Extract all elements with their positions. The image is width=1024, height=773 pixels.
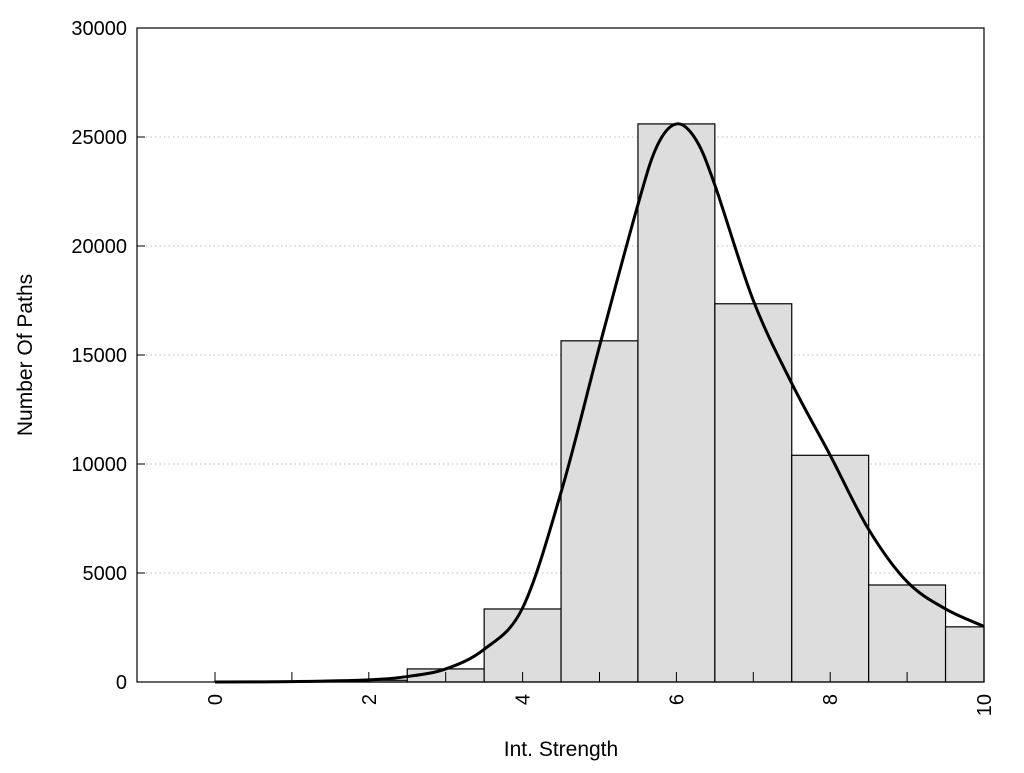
- histogram-bar: [561, 341, 638, 682]
- y-axis-ticks: 0 5000 10000 15000 20000 25000 30000: [71, 18, 145, 694]
- histogram-bar: [869, 585, 946, 682]
- y-tick-label: 15000: [71, 345, 127, 367]
- y-tick-label: 5000: [83, 563, 128, 585]
- histogram-bar: [484, 609, 561, 682]
- x-tick-label: 4: [513, 694, 535, 705]
- y-tick-label: 0: [116, 672, 127, 694]
- x-tick-label: 6: [666, 694, 688, 705]
- y-tick-label: 25000: [71, 127, 127, 149]
- histogram-bar: [946, 627, 984, 682]
- x-tick-label: 0: [205, 694, 227, 705]
- bars: [215, 124, 984, 682]
- x-axis-label: Int. Strength: [504, 738, 618, 761]
- y-tick-label: 30000: [71, 18, 127, 40]
- x-tick-label: 2: [359, 694, 381, 705]
- y-tick-label: 20000: [71, 236, 127, 258]
- y-axis-label: Number Of Paths: [14, 274, 37, 436]
- histogram-bar: [638, 124, 715, 682]
- x-tick-label: 8: [820, 694, 842, 705]
- histogram-bar: [792, 455, 869, 682]
- y-tick-label: 10000: [71, 454, 127, 476]
- x-tick-label: 10: [974, 694, 996, 716]
